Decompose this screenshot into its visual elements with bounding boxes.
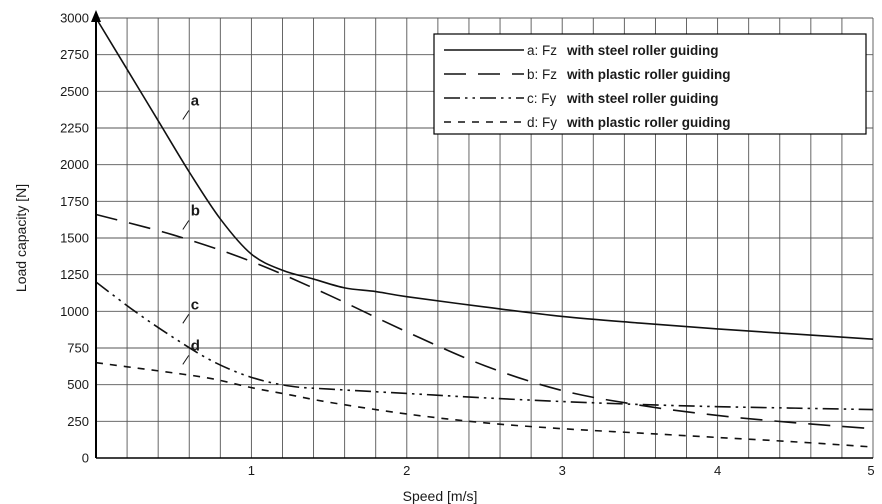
legend-prefix-a: a: Fz xyxy=(527,43,557,58)
y-tick-label: 3000 xyxy=(60,11,89,26)
curve-label-a: a xyxy=(191,92,200,109)
series-line-c xyxy=(95,281,874,411)
y-tick-label: 2750 xyxy=(60,47,89,62)
legend: a: Fz with steel roller guiding b: Fz with … xyxy=(433,33,867,135)
curve-leader-c xyxy=(182,314,190,324)
curve-labels: a b c d xyxy=(182,92,200,365)
legend-desc-b: with plastic roller guiding xyxy=(566,67,731,82)
legend-desc-c: with steel roller guiding xyxy=(566,91,719,106)
y-axis-arrow xyxy=(91,10,101,22)
x-tick-label: 5 xyxy=(867,463,874,478)
y-axis-label: Load capacity [N] xyxy=(13,184,29,292)
y-tick-label: 2500 xyxy=(60,84,89,99)
legend-desc-d: with plastic roller guiding xyxy=(566,115,731,130)
curve-label-c: c xyxy=(191,296,199,313)
legend-desc-a: with steel roller guiding xyxy=(566,43,719,58)
legend-items: a: Fz with steel roller guiding b: Fz with … xyxy=(444,43,731,130)
y-tick-labels: 0 250 500 750 1000 1250 1500 1750 2000 2250 2500 27… xyxy=(60,11,89,466)
legend-prefix-c: c: Fy xyxy=(527,91,556,106)
y-tick-label: 1750 xyxy=(60,194,89,209)
x-tick-label: 4 xyxy=(714,463,721,478)
curve-leader-b xyxy=(182,220,190,230)
y-tick-label: 2250 xyxy=(60,121,89,136)
y-tick-label: 1500 xyxy=(60,231,89,246)
series-line-a xyxy=(95,17,874,340)
x-tick-label: 1 xyxy=(248,463,255,478)
curve-label-d: d xyxy=(191,337,200,354)
y-tick-label: 1000 xyxy=(60,304,89,319)
y-tick-label: 2000 xyxy=(60,157,89,172)
series-line-d xyxy=(95,361,874,448)
x-tick-labels: 1 2 3 4 5 xyxy=(248,463,875,478)
x-axis-label: Speed [m/s] xyxy=(403,488,478,504)
legend-prefix-b: b: Fz xyxy=(527,67,557,82)
y-tick-label: 750 xyxy=(67,341,89,356)
axes xyxy=(91,10,873,459)
y-tick-label: 250 xyxy=(67,414,89,429)
y-tick-label: 1250 xyxy=(60,267,89,282)
series-layer xyxy=(95,17,874,448)
x-tick-label: 3 xyxy=(559,463,566,478)
x-tick-label: 2 xyxy=(403,463,410,478)
y-tick-label: 500 xyxy=(67,377,89,392)
curve-leader-a xyxy=(182,110,190,120)
curve-leader-d xyxy=(182,355,190,365)
legend-prefix-d: d: Fy xyxy=(527,115,557,130)
curve-label-b: b xyxy=(191,202,200,219)
y-tick-label: 0 xyxy=(82,451,89,466)
series-line-b xyxy=(95,213,874,430)
